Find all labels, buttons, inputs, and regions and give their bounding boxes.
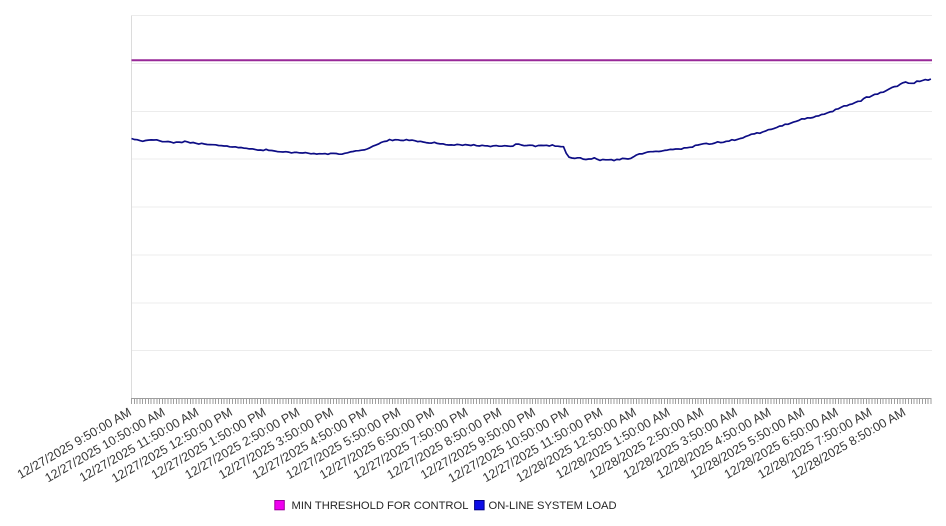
svg-text:MIN THRESHOLD FOR CONTROL: MIN THRESHOLD FOR CONTROL <box>292 500 469 512</box>
svg-text:ON-LINE SYSTEM LOAD: ON-LINE SYSTEM LOAD <box>489 500 617 512</box>
